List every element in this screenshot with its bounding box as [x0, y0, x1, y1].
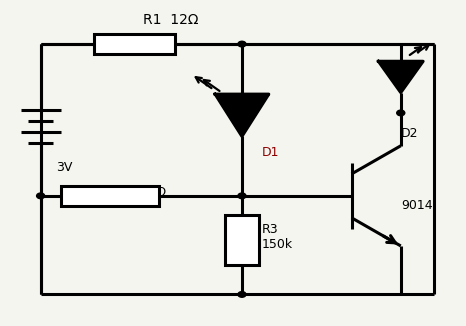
Text: 3V: 3V [56, 161, 73, 174]
Text: D1: D1 [262, 145, 280, 158]
Circle shape [397, 110, 405, 116]
Text: R1  12Ω: R1 12Ω [143, 13, 198, 27]
FancyBboxPatch shape [94, 34, 175, 54]
Text: R2  56Ω: R2 56Ω [116, 186, 166, 200]
Circle shape [37, 193, 45, 199]
Text: D2: D2 [401, 127, 418, 140]
Polygon shape [378, 61, 423, 93]
Polygon shape [215, 94, 269, 136]
Circle shape [238, 292, 246, 297]
Circle shape [238, 193, 246, 199]
Circle shape [238, 41, 246, 47]
FancyBboxPatch shape [225, 215, 259, 265]
Text: 9014: 9014 [401, 199, 432, 212]
FancyBboxPatch shape [61, 186, 159, 206]
Text: R3
150k: R3 150k [262, 223, 293, 251]
